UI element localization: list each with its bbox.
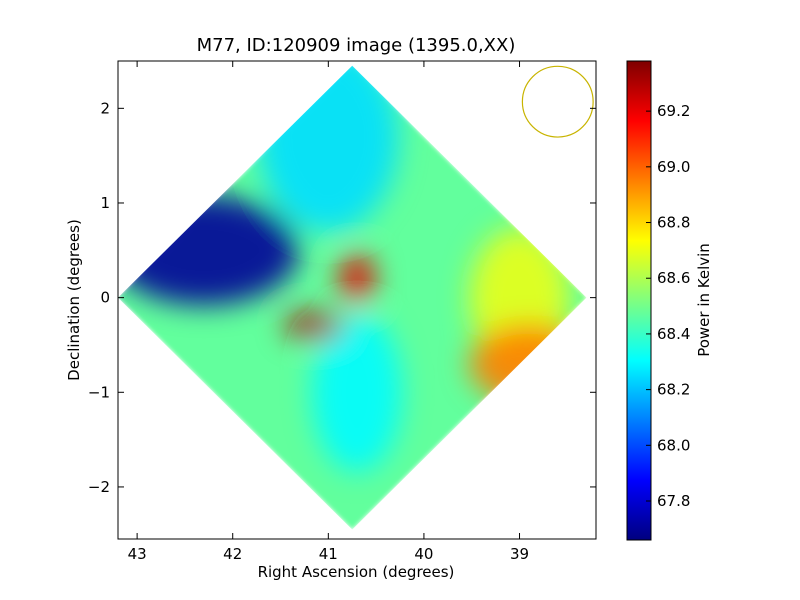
x-axis-ticks: 43 42 41 40 39: [128, 61, 529, 563]
heatmap-layer: [118, 65, 587, 530]
colorbar-tick-label: 68.2: [657, 381, 690, 399]
colorbar-tick-label: 68.0: [657, 436, 690, 454]
heatmap-feature-warm-region-southwest: [469, 323, 587, 404]
heatmap-feature-cold-lobe-northeast: [118, 195, 300, 306]
colorbar: [626, 60, 652, 541]
y-tick-label: 1: [100, 194, 110, 212]
y-tick-label: 2: [100, 99, 110, 117]
heatmap-feature-hot-core-north: [339, 252, 375, 305]
y-tick-label: 0: [100, 289, 110, 307]
heatmap-feature-cool-region-south: [312, 312, 402, 473]
colorbar-tick-label: 68.4: [657, 325, 690, 343]
colorbar-tick-label: 68.6: [657, 269, 690, 287]
y-tick-label: −2: [88, 478, 110, 496]
colorbar-ticks: 67.8 68.0 68.2 68.4 68.6 68.8 69.0 69.2: [646, 102, 690, 510]
y-axis-label: Declination (degrees): [65, 219, 83, 381]
colorbar-label: Power in Kelvin: [695, 243, 713, 357]
y-tick-label: −1: [88, 383, 110, 401]
heatmap-feature-cool-region-north: [258, 65, 399, 232]
colorbar-tick-label: 69.0: [657, 158, 690, 176]
heatmap-feature-hot-core-southeast: [283, 312, 344, 341]
x-axis-label: Right Ascension (degrees): [258, 563, 455, 581]
chart-title: M77, ID:120909 image (1395.0,XX): [197, 35, 516, 56]
y-axis-ticks: 2 1 0 −1 −2: [88, 99, 596, 496]
x-tick-label: 40: [414, 545, 433, 563]
colorbar-tick-label: 67.8: [657, 492, 690, 510]
x-tick-label: 39: [510, 545, 529, 563]
beam-circle: [521, 65, 594, 138]
x-tick-label: 43: [128, 545, 147, 563]
plot-frame: [117, 60, 597, 540]
x-tick-label: 41: [319, 545, 338, 563]
colorbar-tick-label: 69.2: [657, 102, 690, 120]
x-tick-label: 42: [223, 545, 242, 563]
colorbar-tick-label: 68.8: [657, 214, 690, 232]
